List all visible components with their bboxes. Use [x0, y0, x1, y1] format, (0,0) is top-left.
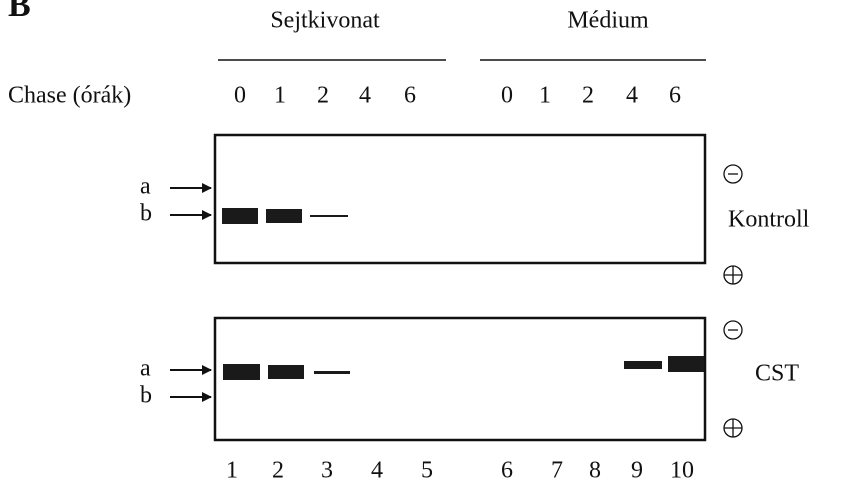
- lane-number: 1: [226, 458, 238, 484]
- time-label: 2: [582, 83, 594, 109]
- group-label: Médium: [567, 8, 649, 34]
- time-label: 4: [359, 83, 371, 109]
- lane-number: 2: [272, 458, 284, 484]
- time-label: 2: [317, 83, 329, 109]
- chase-label: Chase (órák): [8, 83, 131, 109]
- band: [266, 209, 302, 223]
- gel-box: [215, 135, 705, 263]
- gel-figure: B Sejtkivonat Médium Chase (órák) 012460…: [0, 0, 865, 490]
- time-label: 1: [539, 83, 551, 109]
- time-label: 6: [404, 83, 416, 109]
- marker-label: b: [140, 201, 152, 227]
- panel-label: CST: [755, 361, 799, 387]
- panel-label: Kontroll: [728, 207, 810, 233]
- group-label: Sejtkivonat: [270, 8, 380, 34]
- lane-number: 9: [631, 458, 643, 484]
- lane-number: 10: [670, 458, 694, 484]
- lane-number: 5: [421, 458, 433, 484]
- marker-label: a: [140, 174, 151, 200]
- marker-label: b: [140, 383, 152, 409]
- band: [222, 208, 258, 224]
- time-label: 0: [501, 83, 513, 109]
- panel-letter: B: [8, 0, 31, 24]
- band: [310, 215, 348, 217]
- band: [624, 361, 662, 369]
- band: [268, 365, 304, 379]
- time-label: 1: [274, 83, 286, 109]
- marker-label: a: [140, 356, 151, 382]
- time-label: 4: [626, 83, 638, 109]
- time-label: 0: [234, 83, 246, 109]
- time-label: 6: [669, 83, 681, 109]
- band: [314, 371, 350, 374]
- band: [668, 356, 704, 372]
- lane-number: 6: [501, 458, 513, 484]
- lane-number: 8: [589, 458, 601, 484]
- band: [223, 364, 260, 380]
- lane-number: 3: [321, 458, 333, 484]
- lane-number: 7: [551, 458, 563, 484]
- lane-number: 4: [371, 458, 383, 484]
